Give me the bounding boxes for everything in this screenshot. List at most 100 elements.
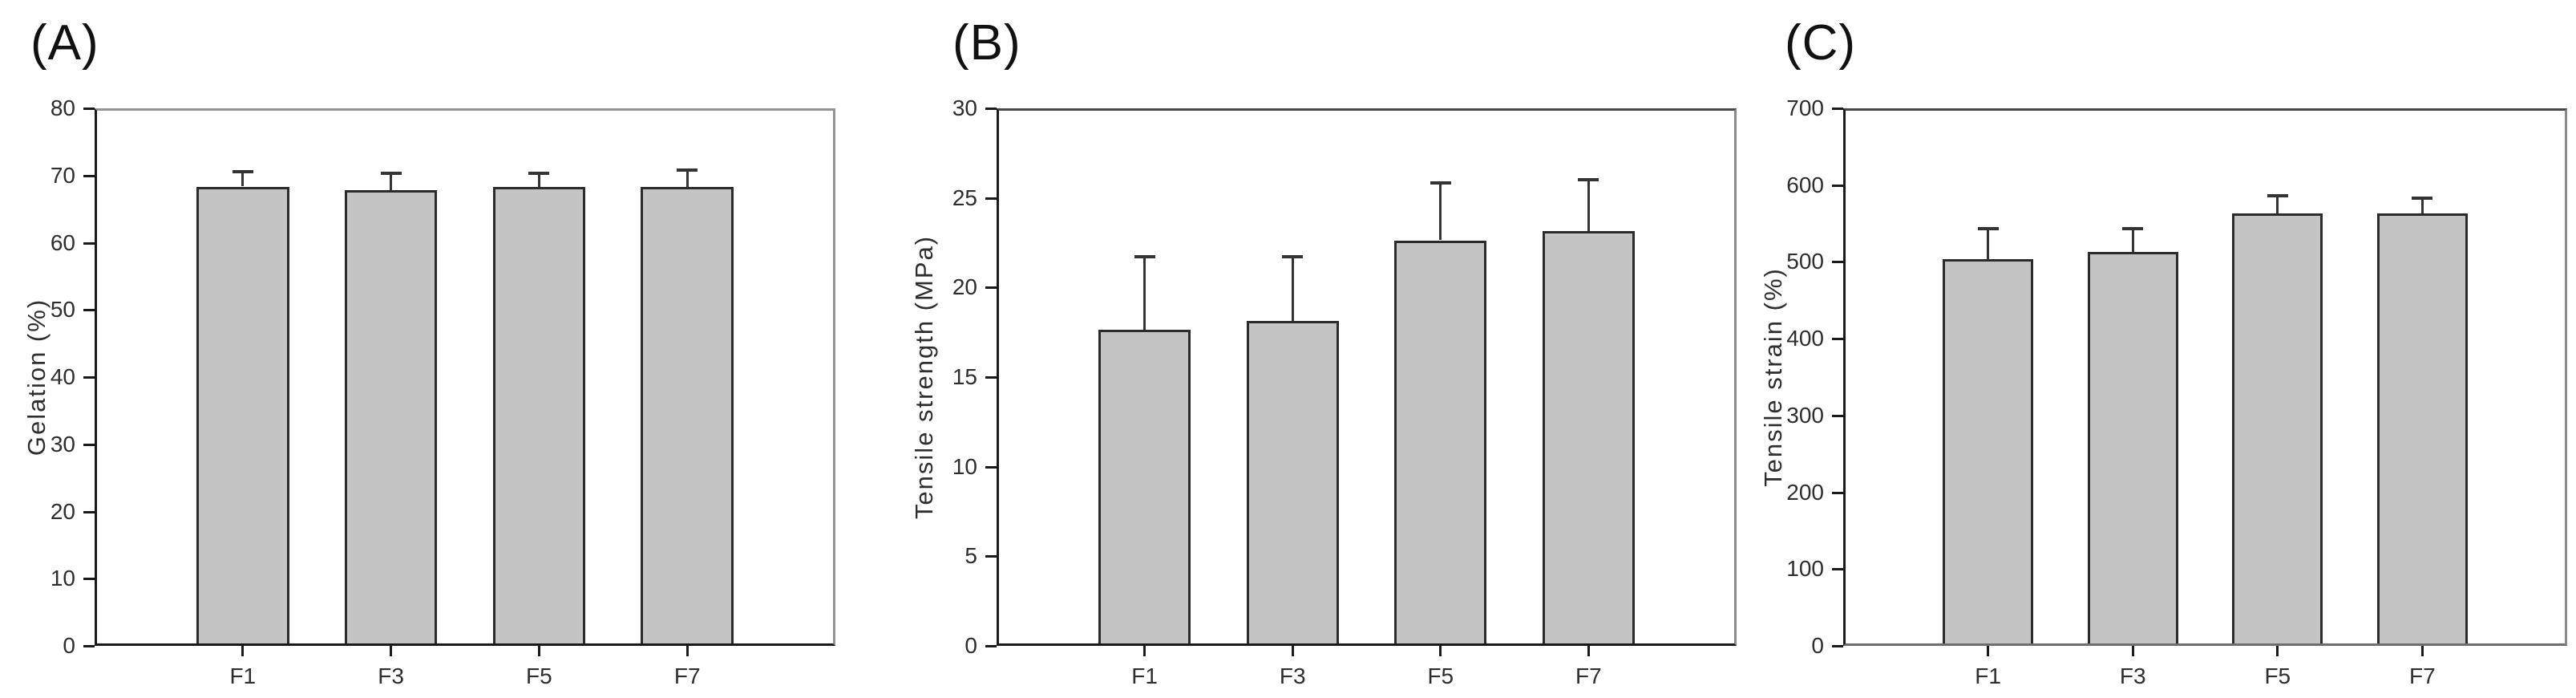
- bar-f3-gelation: [344, 189, 438, 643]
- error-bar-stem: [390, 172, 393, 190]
- error-bar-cap: [1282, 254, 1304, 258]
- x-tick-mark: [2420, 646, 2424, 656]
- x-tick-label: F3: [2119, 664, 2146, 688]
- error-bar-stem: [1291, 256, 1294, 321]
- y-tick-mark: [985, 465, 997, 469]
- y-tick-mark: [1832, 491, 1843, 494]
- x-tick-label: F7: [1575, 664, 1602, 688]
- error-bar-cap: [380, 171, 402, 175]
- x-tick-label: F1: [229, 664, 257, 688]
- y-tick-mark: [985, 645, 997, 647]
- y-tick-label: 200: [1786, 479, 1824, 505]
- error-bar-cap: [232, 170, 253, 174]
- error-bar-stem: [1439, 183, 1442, 241]
- y-tick-label: 10: [50, 566, 75, 591]
- error-bar-cap: [1430, 181, 1451, 185]
- x-tick-label: F7: [673, 664, 701, 688]
- y-tick-mark: [83, 443, 95, 446]
- bar-f5-tensile-strength: [1394, 240, 1487, 643]
- x-tick-mark: [685, 646, 689, 656]
- bar-f3-tensile-strength: [1246, 321, 1339, 643]
- y-tick-label: 70: [50, 162, 75, 188]
- error-bar-cap: [1578, 177, 1599, 181]
- x-tick-label: F5: [2264, 664, 2291, 688]
- y-tick-label: 10: [952, 453, 977, 479]
- error-bar-cap: [528, 171, 550, 175]
- y-tick-mark: [985, 286, 997, 290]
- error-bar-stem: [2276, 195, 2279, 213]
- y-tick-label: 25: [952, 185, 977, 210]
- panel-label-c: (C): [1785, 15, 1857, 71]
- y-tick-label: 60: [50, 229, 75, 255]
- x-tick-label: F7: [2409, 664, 2436, 688]
- y-tick-mark: [83, 309, 95, 312]
- panel-label-b: (B): [952, 15, 1021, 71]
- x-tick-mark: [390, 646, 393, 656]
- y-tick-mark: [83, 241, 95, 245]
- x-tick-label: F3: [1279, 664, 1306, 688]
- x-tick-mark: [1291, 646, 1294, 656]
- y-tick-label: 30: [952, 95, 977, 120]
- y-tick-label: 20: [952, 274, 977, 300]
- error-bar-cap: [1134, 254, 1155, 258]
- y-tick-mark: [985, 555, 997, 558]
- error-bar-cap: [1977, 227, 1999, 231]
- x-tick-mark: [537, 646, 540, 656]
- x-tick-mark: [1587, 646, 1590, 656]
- error-bar-stem: [537, 172, 540, 187]
- y-tick-mark: [83, 376, 95, 379]
- y-tick-label: 20: [50, 498, 75, 524]
- y-tick-label: 30: [50, 431, 75, 457]
- y-tick-label: 50: [50, 297, 75, 323]
- panel-label-a: (A): [30, 15, 99, 71]
- x-tick-label: F1: [1131, 664, 1158, 688]
- bar-f5-tensile-strain: [2232, 213, 2323, 643]
- y-tick-label: 500: [1786, 249, 1824, 274]
- error-bar-cap: [2412, 196, 2433, 200]
- y-tick-label: 80: [50, 95, 75, 120]
- y-tick-label: 5: [964, 543, 977, 569]
- x-tick-label: F5: [1427, 664, 1454, 688]
- error-bar-stem: [1587, 179, 1590, 232]
- y-tick-mark: [83, 578, 95, 581]
- x-tick-mark: [1987, 646, 1990, 656]
- bar-f1-tensile-strain: [1943, 259, 2034, 643]
- y-tick-mark: [83, 108, 95, 110]
- error-bar-cap: [2122, 227, 2144, 231]
- y-tick-label: 15: [952, 364, 977, 389]
- error-bar-stem: [2131, 229, 2134, 252]
- y-tick-label: 600: [1786, 172, 1824, 197]
- y-tick-mark: [1832, 645, 1843, 647]
- y-tick-label: 700: [1786, 95, 1824, 120]
- bar-f7-tensile-strain: [2376, 213, 2468, 643]
- bar-f1-gelation: [196, 186, 289, 643]
- error-bar-stem: [685, 169, 689, 187]
- bar-f3-tensile-strain: [2087, 251, 2178, 643]
- y-tick-mark: [1832, 108, 1843, 110]
- y-tick-mark: [1832, 338, 1843, 341]
- bar-f7-tensile-strength: [1542, 231, 1636, 643]
- bar-f1-tensile-strength: [1098, 330, 1191, 643]
- y-tick-label: 0: [63, 633, 75, 658]
- error-bar-stem: [1143, 256, 1146, 331]
- x-tick-mark: [2131, 646, 2134, 656]
- error-bar-stem: [2420, 197, 2424, 213]
- x-tick-label: F3: [378, 664, 404, 688]
- y-tick-mark: [83, 174, 95, 177]
- y-tick-label: 100: [1786, 556, 1824, 582]
- bar-f7-gelation: [641, 186, 734, 643]
- error-bar-cap: [2267, 193, 2288, 197]
- y-tick-mark: [1832, 568, 1843, 571]
- y-tick-mark: [83, 510, 95, 513]
- y-tick-mark: [1832, 414, 1843, 417]
- y-tick-label: 0: [964, 633, 977, 658]
- error-bar-stem: [241, 172, 245, 187]
- y-tick-mark: [1832, 261, 1843, 264]
- y-tick-mark: [985, 197, 997, 200]
- x-tick-label: F5: [526, 664, 552, 688]
- bar-f5-gelation: [492, 186, 586, 643]
- error-bar-stem: [1987, 229, 1990, 260]
- x-tick-mark: [2276, 646, 2279, 656]
- y-tick-label: 400: [1786, 326, 1824, 351]
